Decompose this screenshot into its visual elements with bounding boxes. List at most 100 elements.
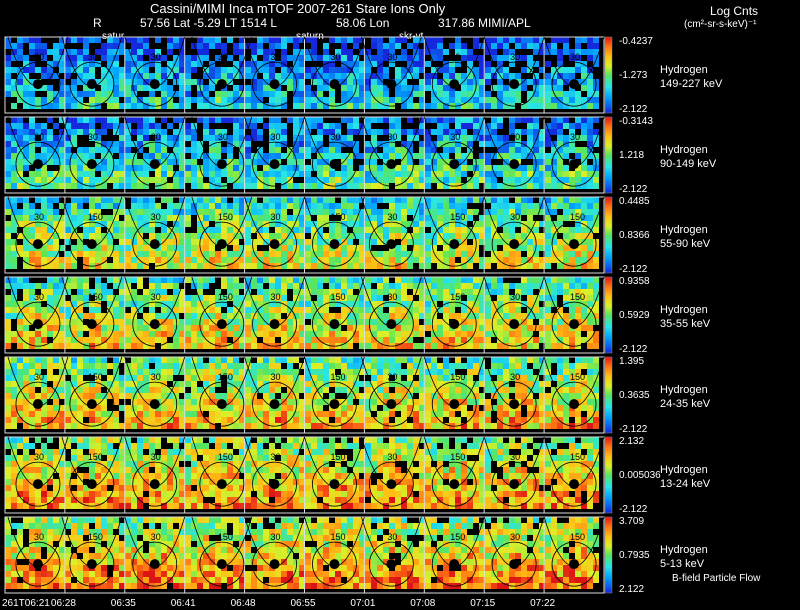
heatmap-cell xyxy=(491,97,497,103)
heatmap-cell xyxy=(89,171,95,177)
heatmap-cell xyxy=(131,129,137,135)
heatmap-cell xyxy=(167,183,173,189)
contour-label: 30 xyxy=(330,52,340,62)
heatmap-cell xyxy=(215,43,221,49)
heatmap-cell xyxy=(221,357,227,363)
heatmap-cell xyxy=(557,289,563,295)
heatmap-cell xyxy=(23,37,29,43)
heatmap-cell xyxy=(521,197,527,203)
heatmap-cell xyxy=(101,399,107,405)
heatmap-cell xyxy=(305,245,311,251)
heatmap-cell xyxy=(167,239,173,245)
heatmap-cell xyxy=(173,337,179,343)
heatmap-cell xyxy=(587,295,593,301)
heatmap-cell xyxy=(275,123,281,129)
heatmap-cell xyxy=(131,79,137,85)
heatmap-cell xyxy=(305,301,311,307)
heatmap-cell xyxy=(455,357,461,363)
heatmap-cell xyxy=(515,177,521,183)
heatmap-cell xyxy=(233,325,239,331)
heatmap-cell xyxy=(281,215,287,221)
heatmap-cell xyxy=(347,203,353,209)
heatmap-cell xyxy=(515,91,521,97)
heatmap-cell xyxy=(41,43,47,49)
heatmap-cell xyxy=(197,277,203,283)
heatmap-cell xyxy=(251,263,257,269)
planet-marker xyxy=(270,319,280,329)
heatmap-cell xyxy=(65,301,71,307)
heatmap-cell xyxy=(143,257,149,263)
heatmap-cell xyxy=(227,363,233,369)
heatmap-cell xyxy=(233,197,239,203)
heatmap-cell xyxy=(143,177,149,183)
heatmap-cell xyxy=(521,331,527,337)
heatmap-cell xyxy=(89,357,95,363)
heatmap-cell xyxy=(347,183,353,189)
heatmap-cell xyxy=(485,171,491,177)
heatmap-cell xyxy=(557,171,563,177)
heatmap-cell xyxy=(263,215,269,221)
heatmap-cell xyxy=(113,337,119,343)
heatmap-cell xyxy=(509,227,515,233)
heatmap-cell xyxy=(449,203,455,209)
heatmap-cell xyxy=(461,363,467,369)
heatmap-cell xyxy=(281,393,287,399)
heatmap-cell xyxy=(449,177,455,183)
heatmap-cell xyxy=(455,251,461,257)
heatmap-cell xyxy=(65,141,71,147)
heatmap-cell xyxy=(437,331,443,337)
heatmap-cell xyxy=(89,307,95,313)
heatmap-cell xyxy=(197,37,203,43)
heatmap-cell xyxy=(203,123,209,129)
heatmap-cell xyxy=(53,257,59,263)
heatmap-cell xyxy=(383,233,389,239)
heatmap-cell xyxy=(341,245,347,251)
heatmap-cell xyxy=(203,375,209,381)
heatmap-cell xyxy=(305,331,311,337)
heatmap-cell xyxy=(443,85,449,91)
heatmap-cell xyxy=(257,215,263,221)
heatmap-cell xyxy=(101,67,107,73)
heatmap-cell xyxy=(329,73,335,79)
heatmap-cell xyxy=(551,117,557,123)
contour-label: 30 xyxy=(151,132,161,142)
heatmap-cell xyxy=(191,251,197,257)
heatmap-cell xyxy=(257,171,263,177)
heatmap-cell xyxy=(179,135,185,141)
heatmap-cell xyxy=(557,159,563,165)
heatmap-cell xyxy=(593,283,599,289)
heatmap-cell xyxy=(569,97,575,103)
heatmap-cell xyxy=(347,129,353,135)
heatmap-cell xyxy=(215,227,221,233)
heatmap-cell xyxy=(425,79,431,85)
heatmap-cell xyxy=(281,43,287,49)
heatmap-cell xyxy=(305,73,311,79)
heatmap-cell xyxy=(305,251,311,257)
heatmap-cell xyxy=(383,257,389,263)
heatmap-cell xyxy=(215,171,221,177)
heatmap-cell xyxy=(113,221,119,227)
heatmap-cell xyxy=(89,147,95,153)
heatmap-cell xyxy=(413,307,419,313)
heatmap-cell xyxy=(173,43,179,49)
heatmap-cell xyxy=(323,177,329,183)
heatmap-cell xyxy=(173,263,179,269)
contour-label: 30 xyxy=(510,52,520,62)
heatmap-cell xyxy=(437,129,443,135)
heatmap-cell xyxy=(77,129,83,135)
heatmap-cell xyxy=(11,91,17,97)
heatmap-cell xyxy=(11,177,17,183)
heatmap-cell xyxy=(467,49,473,55)
heatmap-cell xyxy=(125,159,131,165)
heatmap-cell xyxy=(257,103,263,109)
heatmap-cell xyxy=(407,257,413,263)
heatmap-cell xyxy=(449,283,455,289)
heatmap-cell xyxy=(467,263,473,269)
heatmap-cell xyxy=(491,369,497,375)
heatmap-cell xyxy=(563,251,569,257)
heatmap-cell xyxy=(431,129,437,135)
heatmap-cell xyxy=(467,91,473,97)
heatmap-cell xyxy=(161,245,167,251)
heatmap-cell xyxy=(407,363,413,369)
heatmap-cell xyxy=(353,209,359,215)
